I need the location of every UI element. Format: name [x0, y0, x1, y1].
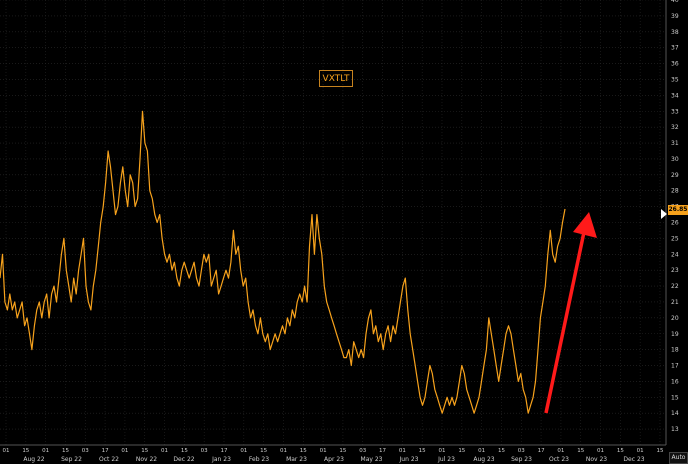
x-month-label: Jan 23 [211, 456, 231, 463]
x-month-label: Mar 23 [286, 456, 307, 463]
x-month-label: Nov 22 [136, 456, 157, 463]
x-tick-label: 01 [439, 448, 446, 454]
y-tick-label: 17 [671, 363, 679, 370]
y-tick-label: 23 [671, 267, 679, 274]
x-month-label: Oct 22 [99, 456, 119, 463]
x-month-label: Jun 23 [399, 456, 419, 463]
x-tick-label: 01 [597, 448, 604, 454]
y-tick-label: 30 [671, 156, 679, 163]
y-tick-label: 28 [671, 188, 679, 195]
x-tick-label: 15 [419, 448, 426, 454]
x-tick-label: 01 [240, 448, 247, 454]
x-tick-label: 15 [577, 448, 584, 454]
grid-lines [0, 0, 666, 430]
y-tick-label: 40 [671, 0, 679, 4]
x-month-label: Jul 23 [437, 456, 455, 463]
y-tick-label: 34 [671, 92, 679, 99]
y-tick-label: 16 [671, 378, 679, 385]
y-tick-label: 24 [671, 251, 679, 258]
x-tick-label: 15 [181, 448, 188, 454]
last-value-badge: 26.85 [668, 205, 688, 215]
x-month-label: Aug 22 [23, 456, 44, 463]
y-tick-label: 35 [671, 76, 679, 83]
x-month-label: Aug 23 [473, 456, 494, 463]
x-tick-label: 17 [538, 448, 545, 454]
x-tick-label: 01 [478, 448, 485, 454]
y-axis-ticks: 1314151617181920212223242526272829303132… [671, 0, 679, 433]
x-tick-label: 15 [300, 448, 307, 454]
red-arrow-annotation [544, 212, 597, 414]
y-tick-label: 25 [671, 235, 679, 242]
y-tick-label: 26 [671, 220, 679, 227]
y-tick-label: 31 [671, 140, 679, 147]
x-tick-label: 01 [637, 448, 644, 454]
x-tick-label: 15 [657, 448, 664, 454]
y-tick-label: 32 [671, 124, 679, 131]
x-month-label: Sep 23 [511, 456, 532, 463]
x-month-label: May 23 [361, 456, 383, 463]
x-tick-label: 03 [201, 448, 208, 454]
x-month-label: Nov 23 [586, 456, 607, 463]
x-tick-label: 15 [141, 448, 148, 454]
x-tick-label: 15 [260, 448, 267, 454]
x-tick-label: 15 [22, 448, 29, 454]
x-axis-months: Aug 22 Sep 22 Oct 22 Nov 22 Dec 22 Jan 23 Feb … [23, 456, 644, 463]
y-tick-label: 36 [671, 61, 679, 68]
x-month-label: Sep 22 [61, 456, 82, 463]
y-tick-label: 19 [671, 331, 679, 338]
x-tick-label: 01 [557, 448, 564, 454]
y-tick-label: 38 [671, 29, 679, 36]
red-arrow-shaft [544, 231, 586, 414]
y-tick-label: 33 [671, 108, 679, 115]
y-tick-label: 20 [671, 315, 679, 322]
x-tick-label: 01 [42, 448, 49, 454]
x-tick-label: 03 [82, 448, 89, 454]
x-tick-label: 17 [102, 448, 109, 454]
y-tick-label: 18 [671, 347, 679, 354]
x-month-label: Dec 22 [173, 456, 194, 463]
auto-scale-button[interactable]: Auto [669, 452, 688, 464]
x-tick-label: 17 [221, 448, 228, 454]
x-tick-label: 01 [320, 448, 327, 454]
y-tick-label: 15 [671, 394, 679, 401]
x-tick-label: 15 [498, 448, 505, 454]
x-axis-ticks: 01 15 01 15 03 17 01 15 01 15 03 17 01 15 01 15 01 15 03 17… [3, 448, 664, 454]
red-arrow-head [573, 212, 597, 238]
x-tick-label: 03 [359, 448, 366, 454]
x-tick-label: 01 [399, 448, 406, 454]
x-tick-label: 01 [280, 448, 287, 454]
x-tick-label: 15 [617, 448, 624, 454]
y-tick-label: 13 [671, 426, 679, 433]
vxtlt-series-line [0, 110, 566, 414]
x-tick-label: 01 [161, 448, 168, 454]
y-tick-label: 29 [671, 172, 679, 179]
y-tick-label: 14 [671, 410, 679, 417]
x-tick-label: 15 [339, 448, 346, 454]
x-month-label: Oct 23 [549, 456, 569, 463]
x-tick-label: 15 [62, 448, 69, 454]
legend-vxtlt: VXTLT [319, 70, 353, 87]
y-tick-label: 21 [671, 299, 679, 306]
x-tick-label: 03 [518, 448, 525, 454]
x-grid-lines [5, 0, 661, 445]
y-tick-label: 39 [671, 13, 679, 20]
x-tick-label: 01 [121, 448, 128, 454]
x-tick-label: 17 [379, 448, 386, 454]
last-value-pointer-icon [661, 209, 667, 219]
x-tick-label: 15 [458, 448, 465, 454]
x-month-label: Feb 23 [249, 456, 269, 463]
x-month-label: Apr 23 [324, 456, 344, 463]
y-tick-label: 22 [671, 283, 679, 290]
x-month-label: Dec 23 [623, 456, 644, 463]
y-tick-label: 37 [671, 45, 679, 52]
x-tick-label: 01 [3, 448, 10, 454]
